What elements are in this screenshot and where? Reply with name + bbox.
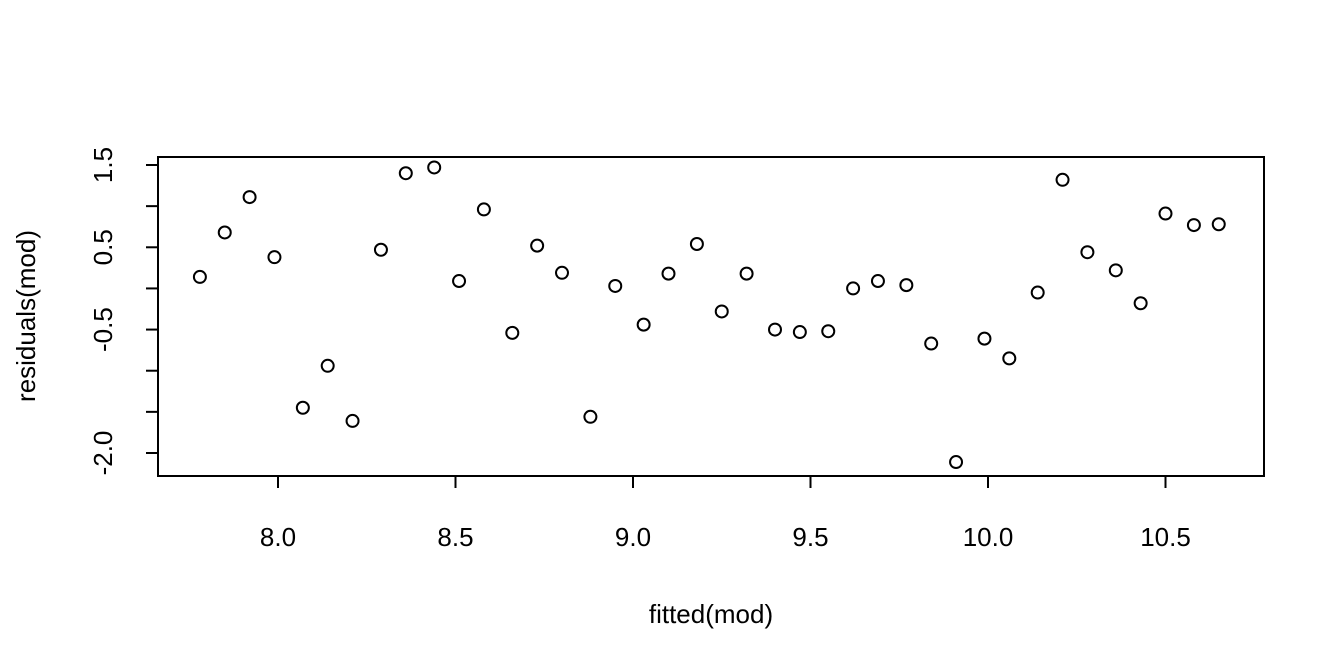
x-tick-label: 9.0 <box>615 522 651 552</box>
data-point <box>924 336 939 351</box>
data-point <box>899 278 914 293</box>
data-point <box>1211 217 1226 232</box>
data-points <box>192 160 1226 470</box>
data-point <box>949 455 964 470</box>
data-point <box>1186 218 1201 233</box>
data-point <box>1080 245 1095 260</box>
y-tick-label: -0.5 <box>88 307 118 352</box>
x-axis: 8.0 8.5 9.0 9.5 10.0 10.5 <box>260 475 1191 552</box>
data-point <box>636 317 651 332</box>
data-point <box>295 400 310 415</box>
data-point <box>217 225 232 240</box>
data-point <box>1108 263 1123 278</box>
data-point <box>1002 351 1017 366</box>
x-tick-label: 9.5 <box>792 522 828 552</box>
x-tick-label: 10.0 <box>963 522 1014 552</box>
plot-frame <box>157 156 1265 477</box>
data-point <box>661 266 676 281</box>
data-point <box>530 238 545 253</box>
data-point <box>768 322 782 337</box>
data-point <box>583 409 598 424</box>
data-point <box>1055 172 1070 187</box>
x-axis-label: fitted(mod) <box>649 599 773 629</box>
data-point <box>608 278 623 293</box>
data-point <box>555 265 569 280</box>
y-tick-label: 1.5 <box>88 147 118 183</box>
y-tick-label: 0.5 <box>88 229 118 265</box>
data-point <box>267 250 282 265</box>
x-tick-label: 8.5 <box>437 522 473 552</box>
y-axis-label: residuals(mod) <box>11 230 41 402</box>
data-point <box>242 190 257 205</box>
data-point <box>1158 206 1173 221</box>
data-point <box>739 266 754 281</box>
data-point <box>427 160 442 175</box>
data-point <box>821 324 836 339</box>
data-point <box>505 325 520 340</box>
data-point <box>792 325 807 340</box>
data-point <box>452 274 467 289</box>
data-point <box>1133 296 1148 311</box>
y-tick-label: -2.0 <box>88 431 118 476</box>
x-tick-label: 8.0 <box>260 522 296 552</box>
data-point <box>373 242 388 257</box>
data-point <box>1030 285 1045 300</box>
data-point <box>870 274 885 289</box>
y-axis: 1.5 0.5 -0.5 -2.0 <box>88 147 159 476</box>
data-point <box>714 304 729 319</box>
data-point <box>320 358 335 373</box>
data-point <box>476 202 491 217</box>
data-point <box>977 331 992 346</box>
x-tick-label: 10.5 <box>1140 522 1191 552</box>
data-point <box>345 413 360 428</box>
data-point <box>846 281 861 296</box>
data-point <box>192 269 207 284</box>
data-point <box>398 166 413 181</box>
data-point <box>689 236 704 251</box>
